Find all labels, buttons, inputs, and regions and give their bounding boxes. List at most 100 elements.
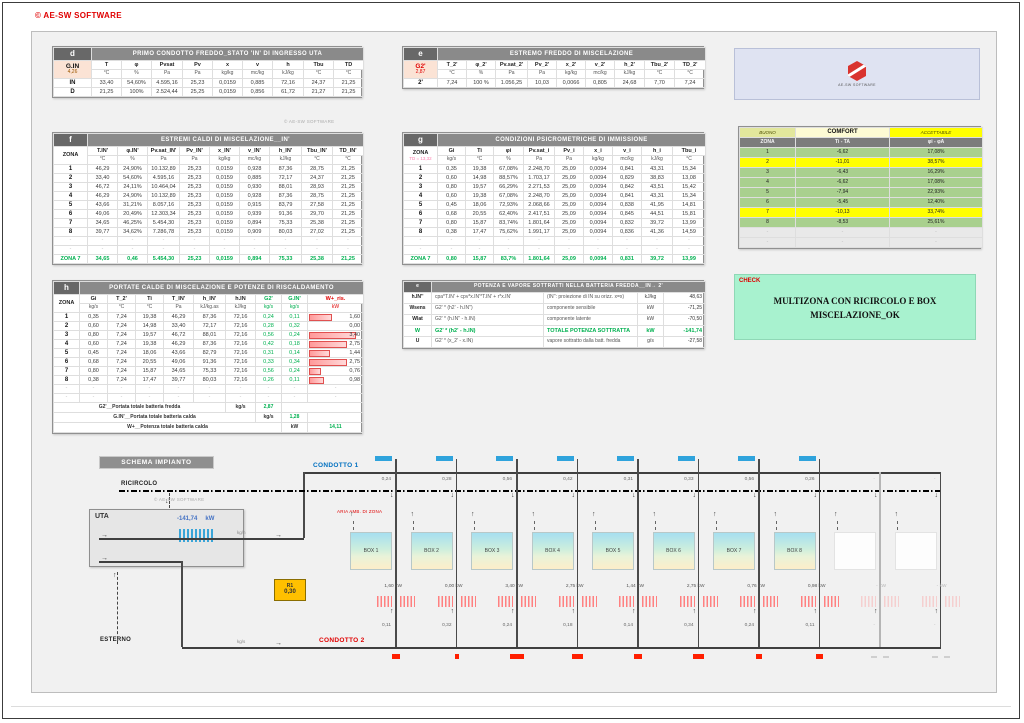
down-arrow-icon: ↓ (934, 492, 939, 499)
supply-flow-value: 0,24 (502, 623, 512, 628)
uta-supply-line (99, 538, 304, 540)
fan-indicator (391, 654, 401, 659)
brand-name: AE-SW SOFTWARE (838, 83, 876, 87)
data-bar (308, 359, 348, 366)
supply-flow-value: 0,14 (623, 623, 633, 628)
down-arrow-icon: ↓ (632, 492, 636, 499)
heater-battery-icon (763, 596, 778, 607)
cell: ZONA (53, 146, 88, 165)
up-arrow-icon: ↑ (632, 608, 636, 615)
heater-battery-icon (400, 596, 415, 607)
damper-icon (677, 456, 695, 461)
table-row: 7 -10,13 33,74% (739, 207, 983, 218)
up-arrow-icon: ↑ (692, 608, 697, 615)
right-arrow-icon: → (101, 555, 108, 562)
schema-title: SCHEMA IMPIANTO (99, 456, 214, 469)
check-label: CHECK (739, 278, 761, 284)
duct-branch-line (516, 459, 518, 647)
cell: 0,98 (306, 375, 365, 385)
heater-battery-icon (642, 596, 657, 607)
down-arrow-icon: ↓ (813, 492, 818, 499)
uta-return-line (99, 561, 182, 563)
supply-flow-value: 0,18 (563, 623, 573, 628)
fan-indicator (454, 654, 459, 659)
recirculation-flow-value: 0,56 (502, 477, 512, 482)
uta-power-label: -141,74 kW (177, 516, 214, 522)
recirculation-flow-value: 0,31 (623, 477, 633, 482)
row-group-value: 4,26 (67, 69, 78, 76)
dewpoint-note: TD = 13,32 (409, 156, 432, 162)
up-arrow-icon: ↑ (834, 511, 838, 518)
damper-icon (617, 456, 634, 461)
recirculation-flow-value: 0,24 (381, 477, 391, 482)
esterno-line (117, 572, 118, 644)
main-panel: d PRIMO CONDOTTO FREDDO_STATO 'IN' DI ING… (31, 31, 997, 693)
fan-indicator (816, 654, 823, 659)
cooling-battery-icon (179, 529, 215, 542)
cell: 21,25 (332, 254, 364, 264)
up-arrow-icon: ↑ (753, 608, 757, 615)
heater-battery-icon (679, 596, 695, 607)
table-row: 5 0,45 7,24 18,06 43,66 82,79 72,16 0,31 0,14 1,4… (53, 348, 365, 358)
heater-battery-icon (740, 596, 755, 607)
up-arrow-icon: ↑ (592, 511, 596, 518)
table-row: h.IN'' cpa*T.IN' + cpv*x.IN'*T.IN' + r*x.… (403, 292, 707, 304)
return-dash-stem (715, 521, 717, 530)
heater-battery-icon (437, 596, 453, 607)
table: BUONO COMFORT ACCETTABILE ZONA Ti - TA φi - φ… (739, 127, 983, 248)
brand-panel: AE-SW SOFTWARE (734, 48, 980, 100)
copyright-text: © AE-SW SOFTWARE (35, 11, 122, 20)
table-comfort: BUONO COMFORT ACCETTABILE ZONA Ti - TA φi - φ… (738, 126, 983, 249)
return-dash-stem (836, 521, 838, 530)
bar-value: 0,98 (349, 376, 361, 383)
table: f ESTREMI CALDI DI MISCELAZIONE__IN' ZONA T… (53, 133, 364, 264)
table-row: 7 34,65 46,25% 5.454,30 25,23 0,0159 0,894 75,3… (53, 218, 364, 228)
table-row: d PRIMO CONDOTTO FREDDO_STATO 'IN' DI ING… (53, 47, 364, 61)
zone-box: BOX 6 (652, 532, 695, 570)
up-arrow-icon: ↑ (471, 511, 475, 518)
condotto1-riser (303, 472, 305, 538)
recirculation-flow-value: - (873, 477, 875, 482)
cell: 21,25 (333, 87, 364, 97)
zone-box: BOX 7 (713, 532, 755, 570)
box-power-value: 1,60 kW (384, 584, 402, 589)
cell: 7,24 (673, 78, 707, 88)
data-bar (308, 350, 331, 357)
recirculation-flow-value: 0,28 (442, 477, 452, 482)
zone-box-label: BOX 4 (545, 548, 560, 554)
table: d PRIMO CONDOTTO FREDDO_STATO 'IN' DI ING… (53, 47, 364, 97)
table-row: 2' 7,24 100 % 1.056,25 10,03 0,0066 0,805 24,68… (403, 78, 707, 88)
damper-icon (496, 456, 513, 461)
heater-battery-icon (521, 596, 536, 607)
down-arrow-icon: ↓ (390, 492, 394, 499)
heater-battery-icon (619, 596, 634, 607)
table-row: kg/s °C% Pa Pa kg/kg mc/kg kJ/kg °C (404, 155, 707, 165)
box-power-value: 2,75 kW (565, 584, 584, 589)
duct-branch-line (637, 459, 639, 647)
watermark-text: © AE-SW SOFTWARE (154, 497, 205, 502)
zone-box-label: BOX 1 (363, 548, 379, 554)
supply-flow-value: - (873, 623, 875, 628)
box-power-value: 0,98 kW (807, 584, 826, 589)
duct-branch-line (697, 459, 700, 647)
duct-branch-line (939, 472, 942, 647)
ricircolo-drop-line (169, 493, 170, 508)
recirculation-flow-value: 0,42 (563, 477, 573, 482)
up-arrow-icon: ↑ (934, 608, 939, 615)
box-power-value: 3,40 kW (505, 584, 523, 589)
up-arrow-icon: ↑ (773, 511, 778, 518)
right-arrow-icon: → (101, 532, 108, 539)
zone-box-label: BOX 7 (726, 548, 742, 554)
right-arrow-icon: → (275, 640, 282, 647)
fan-indicator (571, 654, 584, 659)
table-row: 4 46,29 24,90% 10.132,89 25,23 0,0159 0,928 87,… (53, 191, 364, 201)
table-row: 5 43,66 31,21% 8.057,16 25,23 0,0159 0,915 83,7… (53, 200, 364, 210)
table-row: 2 0,60 14,98 88,57% 1.703,17 25,09 0,0094 0,829… (403, 173, 707, 183)
table: e ESTREMO FREDDO DI MISCELAZIONE G2' 2,87 T_… (403, 47, 707, 88)
cell: d (53, 47, 92, 61)
zone-header: ZONA (62, 152, 79, 159)
heater-battery-icon (823, 596, 839, 607)
up-arrow-icon: ↑ (350, 511, 354, 518)
watermark-text: © AE-SW SOFTWARE (284, 119, 335, 124)
